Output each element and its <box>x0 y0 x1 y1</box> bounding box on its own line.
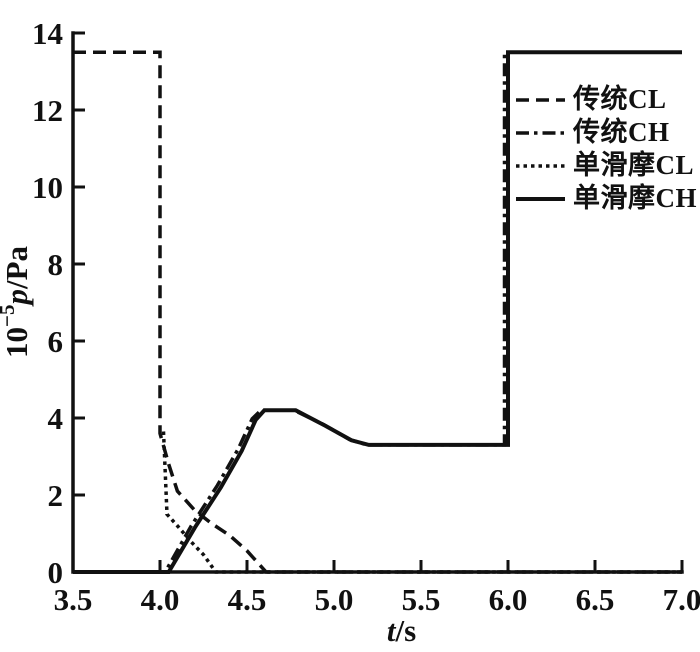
legend-label: 传统CL <box>573 84 667 114</box>
y-tick-label: 10 <box>32 170 63 205</box>
series-danhuamo-CL-line <box>161 431 682 574</box>
x-tick-label: 5.0 <box>315 582 354 617</box>
y-tick-label: 8 <box>48 247 64 282</box>
y-axis-label: 10−5p/Pa <box>0 245 34 358</box>
dashdot-line-swatch-icon <box>516 130 565 135</box>
y-tick-label: 14 <box>32 16 63 51</box>
legend-item-danhuamo-ch: 单滑摩CH <box>516 182 697 215</box>
dashed-line-swatch-icon <box>516 97 565 102</box>
chart-legend: 传统CL 传统CH 单滑摩CL 单滑摩CH <box>516 83 697 215</box>
series-chuantong-CL-line <box>73 50 682 574</box>
legend-label: 单滑摩CH <box>573 183 697 213</box>
x-axis-label: t/s <box>387 613 416 648</box>
dotted-line-swatch-icon <box>516 163 565 168</box>
solid-line-swatch-icon <box>516 196 565 201</box>
y-tick-label: 0 <box>48 555 64 590</box>
y-tick-label: 12 <box>32 93 63 128</box>
legend-item-chuantong-ch: 传统CH <box>516 116 697 149</box>
legend-label: 单滑摩CL <box>573 150 695 180</box>
y-tick-label: 4 <box>48 401 64 436</box>
legend-item-chuantong-cl: 传统CL <box>516 83 697 116</box>
x-tick-label: 5.5 <box>402 582 441 617</box>
y-tick-label: 6 <box>48 324 64 359</box>
x-tick-label: 7.0 <box>663 582 700 617</box>
y-tick-label: 2 <box>48 478 64 513</box>
x-tick-label: 6.0 <box>489 582 528 617</box>
x-tick-label: 4.0 <box>141 582 180 617</box>
x-tick-label: 4.5 <box>228 582 267 617</box>
x-tick-label: 6.5 <box>576 582 615 617</box>
legend-item-danhuamo-cl: 单滑摩CL <box>516 149 697 182</box>
series-danhuamo-CH-line <box>73 50 682 574</box>
x-tick-label: 3.5 <box>54 582 93 617</box>
legend-label: 传统CH <box>573 117 670 147</box>
